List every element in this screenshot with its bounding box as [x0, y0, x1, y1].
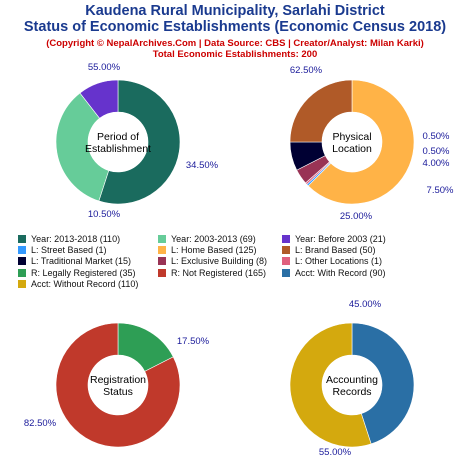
legend-label: L: Other Locations (1) [295, 256, 383, 267]
legend-swatch [158, 246, 166, 255]
chart1-center-label: Period of [97, 131, 139, 143]
chart4-pct-label-1: 45.00% [349, 299, 382, 310]
copyright-line: (Copyright © NepalArchives.Com | Data So… [46, 38, 424, 49]
legend-swatch [18, 257, 26, 266]
legend-swatch [158, 235, 166, 243]
chart2-pct-label-6: 25.00% [340, 211, 373, 222]
legend-swatch [282, 235, 290, 243]
legend-item: L: Other Locations (1) [282, 256, 382, 266]
chart2-pct-label-5: 7.50% [427, 185, 454, 196]
legend-label: Year: Before 2003 (21) [295, 234, 386, 244]
legend-label: L: Exclusive Building (8) [171, 256, 268, 267]
legend-label: L: Street Based (1) [31, 245, 107, 256]
legend-item: L: Street Based (1) [18, 245, 107, 255]
legend-label: R: Not Registered (165) [171, 267, 267, 278]
legend-swatch [18, 279, 26, 288]
legend-item: L: Brand Based (50) [282, 245, 376, 255]
chart2-pct-label-2: 0.50% [423, 131, 450, 142]
chart2-center-label: Physical [332, 131, 371, 143]
legend-label: L: Brand Based (50) [295, 245, 376, 256]
legend-label: L: Traditional Market (15) [31, 256, 132, 267]
chart3-hole [88, 355, 148, 415]
legend-label: Year: 2013-2018 (110) [31, 234, 121, 244]
total-line: Total Economic Establishments: 200 [152, 49, 318, 60]
chart3-pct-label-2: 82.50% [24, 418, 57, 429]
legend-label: Acct: With Record (90) [295, 267, 386, 278]
legend-item: Acct: Without Record (110) [18, 279, 138, 289]
chart2-pct-label-4: 4.00% [423, 158, 450, 169]
legend-swatch [18, 268, 26, 277]
legend-label: R: Legally Registered (35) [31, 267, 136, 278]
legend-item: Acct: With Record (90) [282, 268, 386, 278]
legend-item: Year: 2003-2013 (69) [158, 234, 256, 244]
chart1-pct-label-2: 34.50% [186, 160, 219, 171]
legend-swatch [158, 268, 166, 277]
chart4-center-label: Records [332, 386, 371, 398]
legend-swatch [18, 235, 26, 243]
chart2-pct-label-3: 0.50% [423, 146, 450, 157]
legend-item: L: Traditional Market (15) [18, 256, 131, 266]
legend-item: L: Exclusive Building (8) [158, 256, 267, 266]
legend-item: Year: 2013-2018 (110) [18, 234, 120, 244]
legend-swatch [282, 257, 290, 266]
legend-swatch [18, 246, 26, 255]
legend-item: L: Home Based (125) [158, 245, 257, 255]
legend-swatch [282, 246, 290, 255]
legend-label: Acct: Without Record (110) [31, 278, 139, 289]
chart3-center-label: Registration [90, 374, 146, 386]
chart1-pct-label-3: 10.50% [88, 209, 121, 220]
chart3-pct-label-1: 17.50% [177, 336, 210, 347]
chart1-slice-3 [79, 79, 119, 119]
legend-swatch [282, 268, 290, 277]
chart4-center-label: Accounting [326, 374, 378, 386]
legend-label: L: Home Based (125) [171, 245, 257, 256]
chart4-pct-label-2: 55.00% [319, 447, 352, 458]
title-line-1: Kaudena Rural Municipality, Sarlahi Dist… [85, 3, 385, 19]
legend-swatch [158, 257, 166, 266]
chart2-pct-label-1: 62.50% [290, 65, 323, 76]
chart2-hole [322, 112, 382, 172]
chart3-center-label: Status [103, 386, 133, 398]
chart4-hole [322, 355, 382, 415]
chart1-center-label: Establishment [85, 143, 151, 155]
title-line-2: Status of Economic Establishments (Econo… [23, 19, 447, 35]
legend-item: R: Not Registered (165) [158, 268, 266, 278]
chart1-pct-label-1: 55.00% [88, 62, 121, 73]
legend-label: Year: 2003-2013 (69) [171, 234, 256, 244]
chart1-slice-2 [55, 92, 110, 202]
legend-item: R: Legally Registered (35) [18, 268, 136, 278]
legend-item: Year: Before 2003 (21) [282, 234, 386, 244]
chart1-hole [88, 112, 148, 172]
chart2-center-label: Location [332, 143, 372, 155]
